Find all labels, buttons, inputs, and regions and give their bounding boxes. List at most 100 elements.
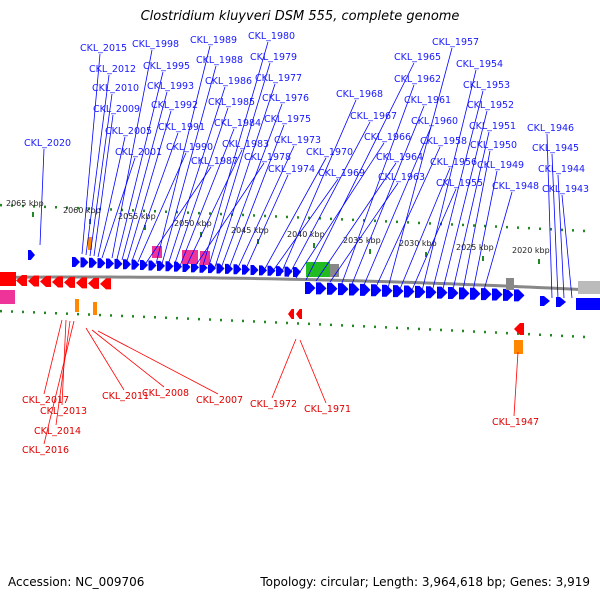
accession-text: Accession: NC_009706 [8, 575, 145, 589]
lower-scale-dot [396, 326, 398, 330]
forward-gene-label: CKL_1990 [166, 142, 213, 153]
forward-gene-arrow [123, 259, 131, 270]
upper-scale-dot [539, 227, 541, 230]
forward-gene-leader [451, 131, 490, 295]
forward-gene-arrow [199, 262, 208, 273]
forward-gene-arrow [540, 296, 550, 306]
forward-gene-leader [131, 132, 179, 262]
scale-tick-label: 2020 kbp [512, 246, 550, 255]
lower-scale-dot [495, 331, 497, 334]
forward-gene-arrow [242, 264, 250, 275]
forward-gene-arrow [415, 285, 426, 298]
scale-tick-label: 2055 kbp [118, 212, 156, 221]
forward-gene-arrow [426, 286, 437, 299]
upper-scale-dot [22, 204, 24, 208]
lower-scale-dot [99, 313, 101, 317]
forward-gene-leader [329, 182, 399, 283]
upper-scale-dot [143, 209, 145, 213]
upper-scale-dot [330, 217, 332, 221]
lower-scale-dot [264, 320, 266, 324]
figure-title: Clostridium kluyveri DSM 555, complete g… [140, 9, 460, 24]
upper-scale-dot [176, 210, 178, 214]
lower-scale-dot [352, 324, 354, 328]
forward-gene-label: CKL_2005 [105, 126, 152, 137]
upper-scale-dot [253, 214, 255, 217]
forward-gene-leader [287, 121, 371, 278]
upper-scale-dot [154, 210, 156, 213]
lower-scale-dot [44, 311, 46, 315]
reverse-gene-leader [91, 329, 165, 388]
upper-scale-dot [0, 203, 2, 207]
lower-scale-dot [308, 322, 310, 326]
lower-scale-dot [110, 314, 112, 317]
forward-gene-leader [137, 152, 187, 263]
forward-gene-leader [39, 148, 45, 246]
forward-gene-arrow [514, 289, 525, 302]
lower-scale-dot [330, 323, 332, 327]
upper-scale-dot [550, 228, 552, 231]
scale-tick-label: 2025 kbp [456, 243, 494, 252]
upper-scale-dot [275, 215, 277, 218]
reverse-gene-leader [43, 319, 63, 395]
forward-gene-label: CKL_1957 [432, 37, 479, 48]
upper-scale-dot [297, 216, 299, 219]
reverse-gene-label: CKL_2017 [22, 395, 69, 406]
forward-gene-arrow [360, 283, 371, 296]
upper-scale-dot [561, 228, 563, 232]
forward-gene-arrow [267, 265, 276, 276]
forward-gene-label: CKL_1945 [532, 143, 579, 154]
forward-gene-leader [481, 191, 513, 298]
scale-tick-mark [538, 259, 540, 264]
feature-orange [75, 299, 79, 312]
lower-scale-dot [385, 326, 387, 329]
upper-scale-dot [363, 219, 365, 222]
forward-gene-label: CKL_1966 [364, 132, 411, 143]
upper-scale-dot [44, 205, 46, 209]
upper-scale-dot [132, 209, 134, 212]
forward-gene-arrow [165, 261, 174, 272]
forward-gene-leader [116, 71, 164, 260]
forward-gene-label: CKL_1976 [262, 93, 309, 104]
forward-gene-leader [93, 114, 114, 257]
forward-gene-leader [341, 84, 415, 284]
forward-gene-label: CKL_1985 [208, 97, 255, 108]
lower-scale-dot [121, 314, 123, 318]
lower-scale-dot [462, 329, 464, 333]
forward-gene-arrow [148, 260, 157, 271]
forward-gene-arrow [250, 265, 259, 276]
upper-scale-dot [572, 229, 574, 232]
forward-gene-leader [315, 162, 397, 282]
upper-scale-dot [121, 208, 123, 212]
reverse-gene-label: CKL_1947 [492, 417, 539, 428]
reverse-gene-label: CKL_2016 [22, 445, 69, 456]
lower-scale-dot [187, 317, 189, 320]
reverse-gene-leader [97, 330, 219, 395]
forward-gene-leader [155, 45, 211, 265]
forward-gene-label: CKL_1977 [255, 73, 302, 84]
forward-gene-leader [227, 124, 285, 272]
upper-scale-dot [11, 204, 13, 207]
reverse-gene-label: CKL_2014 [34, 426, 81, 437]
reverse-gene-arrow [16, 275, 27, 286]
lower-scale-dot [88, 313, 90, 316]
scale-tick-mark [482, 256, 484, 261]
forward-gene-label: CKL_1967 [350, 111, 397, 122]
lower-scale-dot [165, 316, 167, 319]
lower-scale-dot [22, 310, 24, 314]
lower-scale-dot [209, 318, 211, 321]
forward-gene-leader [261, 157, 327, 275]
feature-orange [514, 340, 523, 354]
forward-gene-leader [235, 145, 295, 273]
reverse-gene-label: CKL_1971 [304, 404, 351, 415]
forward-gene-leader [101, 157, 136, 259]
reverse-gene-label: CKL_1972 [250, 399, 297, 410]
forward-gene-arrow [174, 261, 182, 272]
upper-scale-dot [110, 208, 112, 211]
reverse-gene-leader [85, 327, 125, 391]
upper-scale-dot [396, 220, 398, 224]
forward-gene-arrow [131, 259, 140, 270]
upper-scale-dot [484, 224, 486, 228]
upper-scale-dot [418, 221, 420, 225]
forward-gene-leader [411, 188, 457, 291]
